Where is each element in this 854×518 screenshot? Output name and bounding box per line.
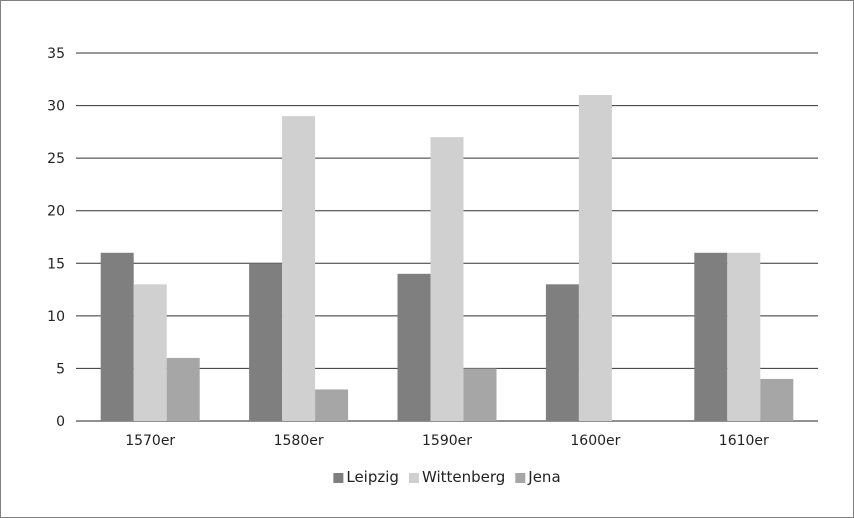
x-tick-label: 1610er: [719, 433, 769, 449]
bar: [727, 252, 761, 421]
y-tick-label: 10: [47, 309, 65, 325]
bar: [760, 378, 794, 421]
x-tick-label: 1580er: [274, 433, 324, 449]
y-tick-label: 5: [56, 361, 65, 377]
bar: [430, 137, 464, 421]
y-tick-label: 25: [47, 151, 65, 167]
legend-label: Jena: [527, 468, 560, 486]
bar: [100, 252, 134, 421]
bar: [694, 252, 728, 421]
legend-label: Wittenberg: [422, 468, 505, 486]
bar: [282, 116, 316, 421]
bar: [578, 95, 612, 422]
legend-swatch: [408, 473, 419, 483]
y-tick-label: 0: [56, 414, 65, 430]
legend: Leipzig Wittenberg Jena: [333, 468, 561, 486]
bar: [397, 273, 431, 421]
y-tick-label: 15: [47, 256, 65, 272]
bar: [249, 263, 283, 421]
bar: [315, 389, 349, 421]
y-axis-labels: 0 5 10 15 20 25 30 35: [47, 46, 65, 430]
bars: [100, 95, 794, 422]
bar: [166, 357, 200, 421]
x-tick-label: 1570er: [125, 433, 175, 449]
x-tick-label: 1590er: [422, 433, 472, 449]
x-tick-label: 1600er: [570, 433, 620, 449]
bar: [133, 284, 167, 421]
y-tick-label: 30: [47, 99, 65, 115]
legend-label: Leipzig: [346, 468, 399, 486]
bar: [463, 368, 497, 421]
legend-swatch: [515, 473, 526, 483]
x-axis-labels: 1570er 1580er 1590er 1600er 1610er: [125, 433, 769, 449]
bar: [545, 284, 579, 421]
legend-swatch: [333, 473, 344, 483]
y-tick-label: 20: [47, 204, 65, 220]
y-tick-label: 35: [47, 46, 65, 62]
